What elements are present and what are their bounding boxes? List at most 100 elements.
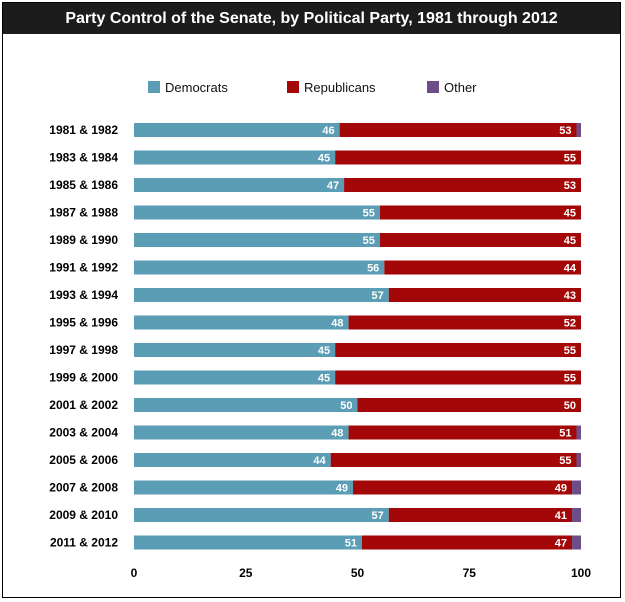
value-label-republicans: 51: [559, 428, 571, 440]
bar-republicans: [388, 508, 573, 522]
value-label-republicans: 49: [555, 483, 567, 495]
category-labels: 1981 & 1982 1983 & 1984 1985 & 1986 1987 & …: [49, 123, 118, 550]
x-axis: 0 25 50 75 100: [131, 566, 592, 580]
value-label-republicans: 53: [564, 180, 576, 192]
value-label-republicans: 53: [559, 125, 571, 137]
bar-republicans: [357, 398, 581, 412]
legend-swatch-democrats: [148, 81, 160, 93]
bar-other: [576, 425, 581, 440]
x-tick-label: 50: [351, 566, 365, 580]
bar-democrats: [134, 178, 345, 192]
value-label-republicans: 52: [564, 318, 576, 330]
x-tick-label: 25: [239, 566, 253, 580]
bar-democrats: [134, 425, 349, 440]
category-label: 1999 & 2000: [49, 371, 118, 385]
legend-label-democrats: Democrats: [165, 80, 228, 95]
bar-republicans: [335, 150, 581, 165]
value-label-democrats: 46: [322, 125, 334, 137]
category-label: 1991 & 1992: [49, 261, 118, 275]
bars: 46 53 45 55 47 53 55 45 55 45 56 44 57 43 48 52 45 55 45 55…: [134, 123, 581, 550]
value-label-republicans: 47: [555, 538, 567, 550]
legend-swatch-republicans: [287, 81, 299, 93]
bar-democrats: [134, 508, 389, 522]
bar-other: [572, 535, 581, 550]
bar-democrats: [134, 343, 336, 357]
category-label: 1987 & 1988: [49, 206, 118, 220]
bar-democrats: [134, 205, 380, 220]
category-label: 1993 & 1994: [49, 288, 118, 302]
bar-republicans: [388, 288, 581, 302]
bar-republicans: [384, 260, 581, 275]
value-label-democrats: 55: [363, 208, 375, 220]
bar-republicans: [339, 123, 577, 137]
category-label: 1983 & 1984: [49, 151, 118, 165]
category-label: 2005 & 2006: [49, 453, 118, 467]
bar-other: [572, 508, 581, 522]
value-label-republicans: 55: [564, 373, 576, 385]
value-label-democrats: 57: [372, 290, 384, 302]
x-tick-label: 0: [131, 566, 138, 580]
bar-republicans: [335, 370, 581, 385]
bar-republicans: [379, 205, 581, 220]
category-label: 2011 & 2012: [50, 536, 118, 550]
category-label: 2007 & 2008: [49, 481, 118, 495]
bar-democrats: [134, 288, 389, 302]
legend-label-republicans: Republicans: [304, 80, 376, 95]
bar-republicans: [361, 535, 573, 550]
value-label-democrats: 47: [327, 180, 339, 192]
bar-democrats: [134, 453, 331, 467]
category-label: 1995 & 1996: [49, 316, 118, 330]
value-label-democrats: 57: [372, 510, 384, 522]
category-label: 2003 & 2004: [49, 426, 118, 440]
chart-title: Party Control of the Senate, by Politica…: [65, 10, 558, 27]
bar-republicans: [344, 178, 581, 192]
value-label-republicans: 43: [564, 290, 576, 302]
value-label-republicans: 55: [564, 345, 576, 357]
bar-republicans: [348, 425, 577, 440]
bar-democrats: [134, 233, 380, 247]
bar-democrats: [134, 535, 362, 550]
bar-republicans: [353, 480, 573, 495]
value-label-democrats: 45: [318, 345, 330, 357]
value-label-democrats: 48: [331, 428, 343, 440]
category-label: 2001 & 2002: [49, 398, 118, 412]
bar-democrats: [134, 123, 340, 137]
value-label-republicans: 55: [559, 455, 571, 467]
category-label: 1997 & 1998: [49, 343, 118, 357]
x-tick-label: 75: [463, 566, 477, 580]
bar-republicans: [348, 315, 581, 330]
bar-republicans: [330, 453, 577, 467]
value-label-republicans: 50: [564, 400, 576, 412]
value-label-republicans: 45: [564, 208, 576, 220]
value-label-democrats: 44: [313, 455, 326, 467]
value-label-democrats: 45: [318, 373, 330, 385]
category-label: 1989 & 1990: [49, 233, 118, 247]
value-label-democrats: 56: [367, 263, 379, 275]
bar-republicans: [379, 233, 581, 247]
title-bar: [3, 3, 620, 34]
bar-democrats: [134, 315, 349, 330]
value-label-democrats: 51: [345, 538, 357, 550]
bar-democrats: [134, 260, 385, 275]
category-label: 1981 & 1982: [49, 123, 118, 137]
bar-democrats: [134, 480, 354, 495]
value-label-republicans: 44: [564, 263, 577, 275]
value-label-democrats: 55: [363, 235, 375, 247]
x-tick-label: 100: [571, 566, 591, 580]
bar-republicans: [335, 343, 581, 357]
bar-other: [576, 123, 581, 137]
legend-label-other: Other: [444, 80, 477, 95]
bar-democrats: [134, 150, 336, 165]
legend-swatch-other: [427, 81, 439, 93]
category-label: 2009 & 2010: [49, 508, 118, 522]
category-label: 1985 & 1986: [49, 178, 118, 192]
value-label-republicans: 55: [564, 153, 576, 165]
value-label-democrats: 50: [340, 400, 352, 412]
bar-democrats: [134, 370, 336, 385]
bar-other: [572, 480, 581, 495]
value-label-republicans: 41: [555, 510, 567, 522]
value-label-democrats: 48: [331, 318, 343, 330]
legend: Democrats Republicans Other: [148, 80, 477, 95]
bar-other: [576, 453, 581, 467]
